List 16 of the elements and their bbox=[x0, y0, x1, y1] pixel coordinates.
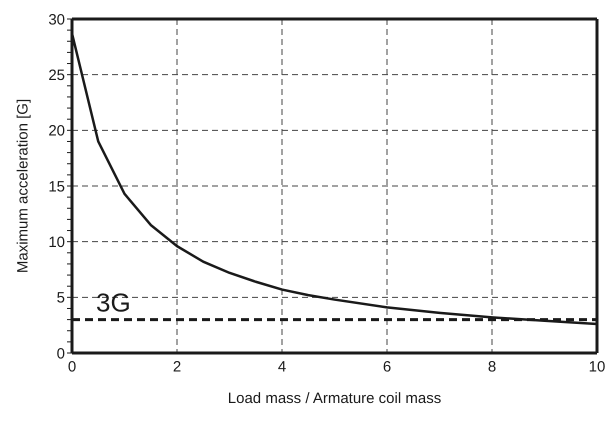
y-tick-label: 30 bbox=[48, 11, 65, 28]
y-tick-label: 10 bbox=[48, 234, 65, 251]
y-axis-title: Maximum acceleration [G] bbox=[14, 98, 32, 274]
y-tick-label: 25 bbox=[48, 66, 65, 84]
x-tick-label: 8 bbox=[488, 358, 496, 376]
ref-line-label: 3G bbox=[96, 288, 131, 318]
x-tick-label: 6 bbox=[382, 358, 392, 376]
x-tick-label: 2 bbox=[172, 358, 182, 376]
x-tick-label: 10 bbox=[588, 358, 606, 376]
y-tick-label: 0 bbox=[56, 345, 65, 362]
x-tick-label: 4 bbox=[278, 358, 286, 376]
y-tick-label: 5 bbox=[56, 290, 65, 307]
x-axis-title: Load mass / Armature coil mass bbox=[228, 390, 442, 407]
y-tick-label: 15 bbox=[48, 178, 65, 196]
y-tick-label: 20 bbox=[48, 122, 65, 140]
x-tick-label: 0 bbox=[68, 358, 76, 376]
